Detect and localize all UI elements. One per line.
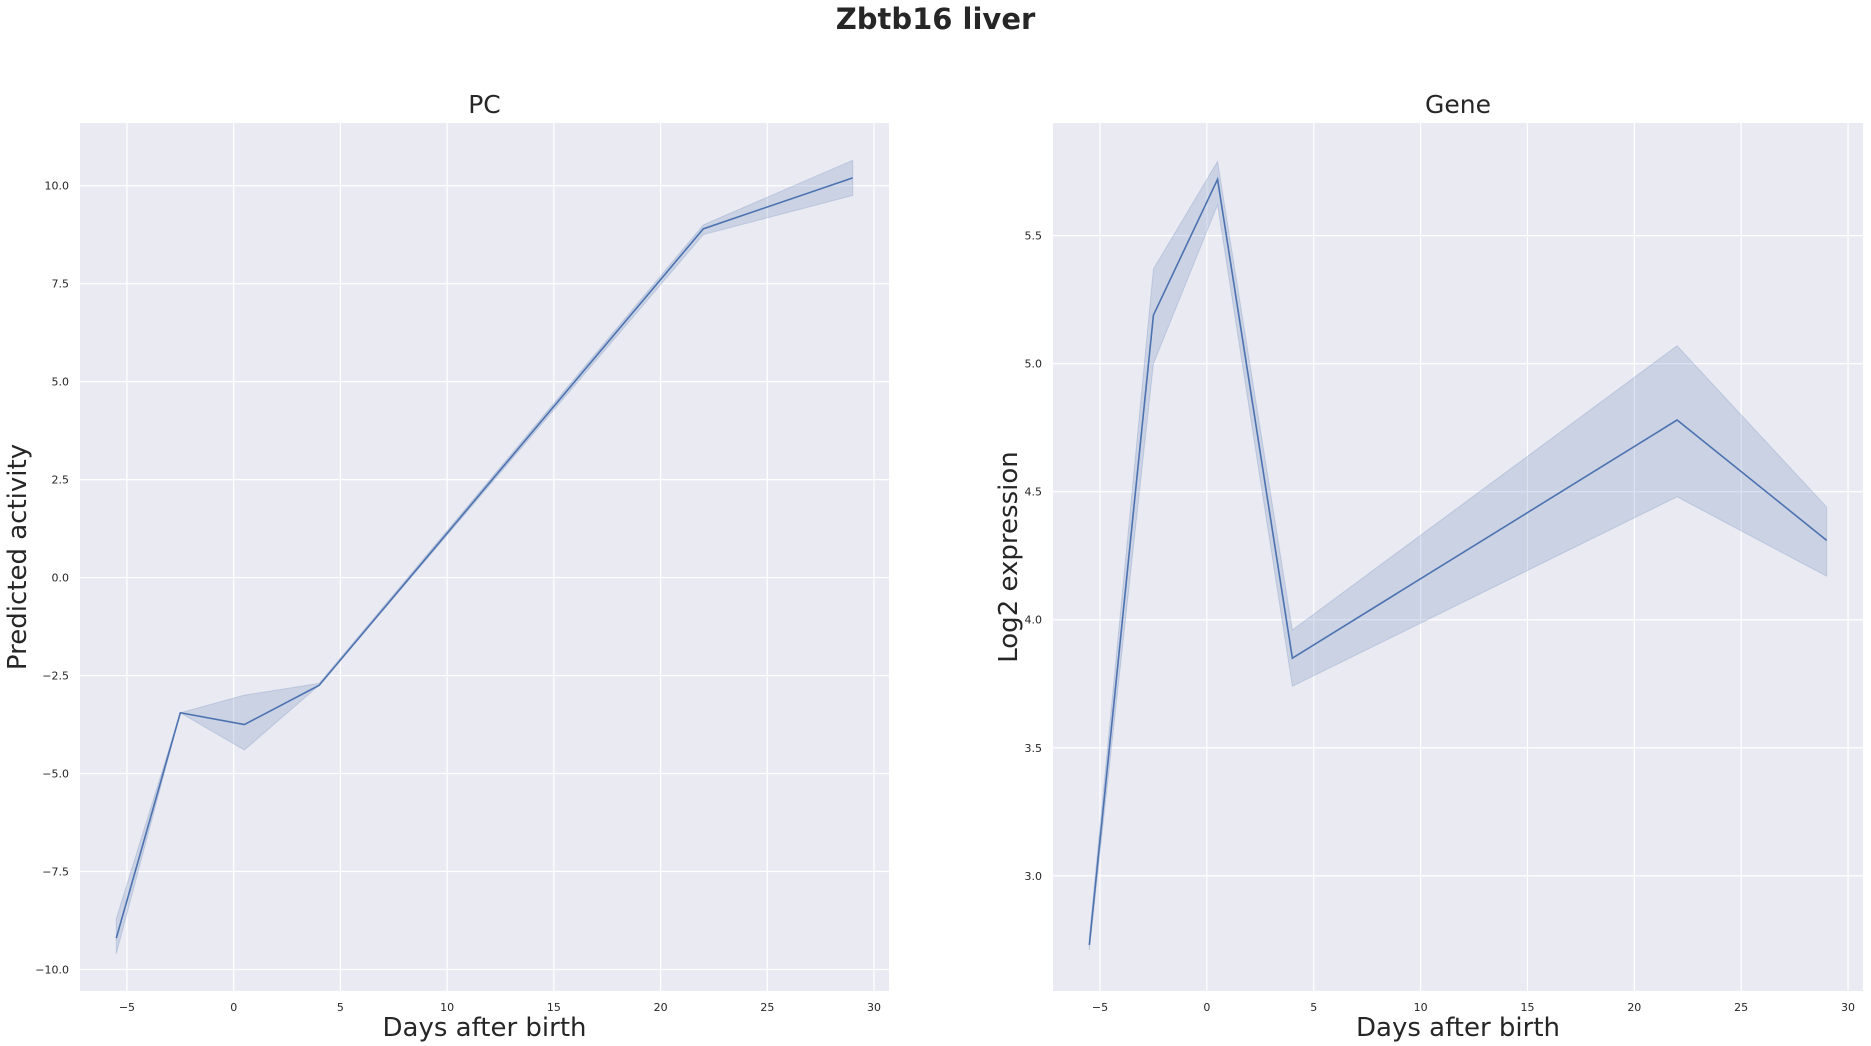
x-tick-label: −5 — [119, 1001, 135, 1014]
subplot-pc: −5 0 5 10 15 20 25 30 −10.0 −7.5 −5.0 −2.5 0.0 2.5 5.0… — [3, 90, 889, 1043]
y-tick-label: 3.0 — [1025, 870, 1043, 883]
plot-area — [80, 123, 889, 991]
x-tick-label: 0 — [230, 1001, 237, 1014]
y-tick-label: −7.5 — [42, 865, 69, 878]
x-tick-label: 5 — [337, 1001, 344, 1014]
x-tick-label: 25 — [1734, 1001, 1748, 1014]
x-tick-label: 5 — [1310, 1001, 1317, 1014]
subplot-gene: −5 0 5 10 15 20 25 30 3.0 3.5 4.0 4.5 5.0 5.5 Gene Days… — [994, 90, 1863, 1043]
x-tick-label: 30 — [1841, 1001, 1855, 1014]
x-tick-label: −5 — [1092, 1001, 1108, 1014]
y-tick-label: 5.0 — [52, 376, 70, 389]
x-tick-label: 15 — [547, 1001, 561, 1014]
y-axis-label: Predicted activity — [3, 444, 33, 670]
y-axis-label: Log2 expression — [994, 451, 1024, 663]
y-tick-label: −10.0 — [35, 963, 69, 976]
y-tick-label: 5.0 — [1025, 358, 1043, 371]
plot-area — [1053, 123, 1863, 991]
x-tick-label: 20 — [654, 1001, 668, 1014]
y-tick-label: 10.0 — [45, 180, 70, 193]
y-tick-label: 4.0 — [1025, 614, 1043, 627]
subplot-title: PC — [468, 90, 501, 119]
y-tick-label: −5.0 — [42, 768, 69, 781]
series-line — [1088, 176, 1828, 945]
figure-title: Zbtb16 liver — [835, 2, 1036, 36]
y-tick-label: 3.5 — [1025, 742, 1043, 755]
x-tick-label: 30 — [867, 1001, 881, 1014]
y-tick-label: −2.5 — [42, 670, 69, 683]
x-tick-label: 20 — [1627, 1001, 1641, 1014]
x-axis-label: Days after birth — [1356, 1013, 1560, 1043]
x-tick-label: 10 — [1414, 1001, 1428, 1014]
x-tick-label: 0 — [1203, 1001, 1210, 1014]
x-tick-label: 15 — [1520, 1001, 1534, 1014]
y-tick-label: 0.0 — [52, 572, 70, 585]
subplot-title: Gene — [1425, 90, 1491, 119]
y-tick-label: 7.5 — [52, 278, 70, 291]
x-tick-label: 25 — [760, 1001, 774, 1014]
y-tick-label: 2.5 — [52, 474, 70, 487]
x-axis-label: Days after birth — [382, 1013, 586, 1043]
series-line — [115, 177, 853, 939]
y-tick-label: 5.5 — [1025, 230, 1043, 243]
y-tick-label: 4.5 — [1025, 486, 1043, 499]
x-tick-label: 10 — [440, 1001, 454, 1014]
